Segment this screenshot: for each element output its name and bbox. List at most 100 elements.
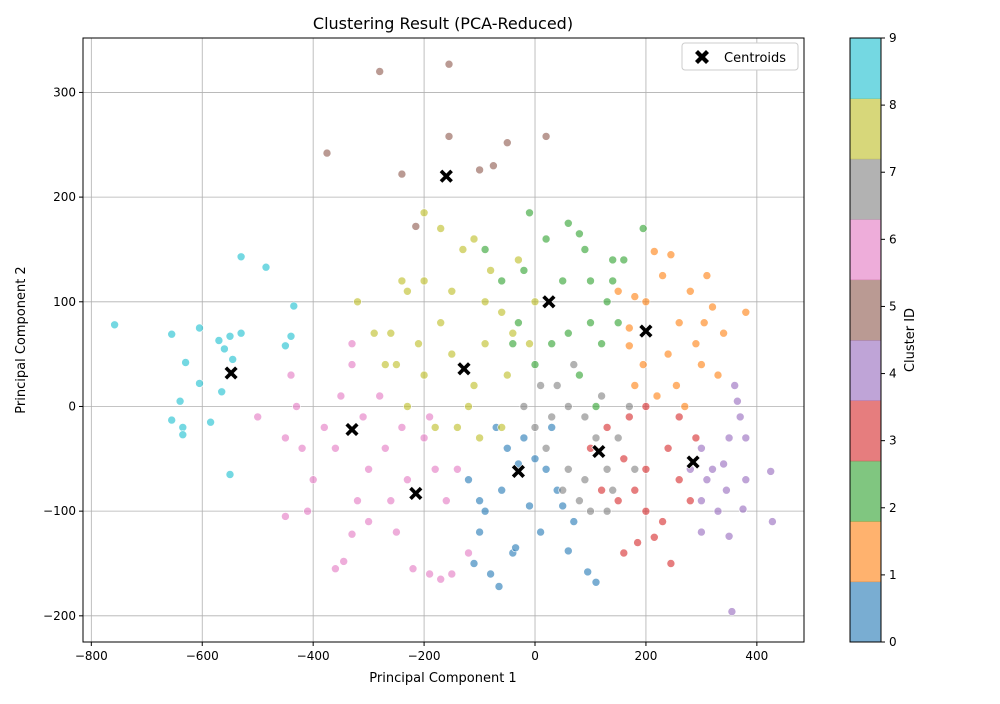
data-point-cluster-4 bbox=[724, 531, 734, 541]
data-point-cluster-5 bbox=[475, 165, 484, 175]
data-point-cluster-8 bbox=[447, 349, 457, 359]
y-tick-label: 200 bbox=[53, 190, 76, 204]
data-point-cluster-1 bbox=[613, 286, 623, 296]
data-point-cluster-6 bbox=[453, 464, 462, 474]
data-point-cluster-2 bbox=[586, 276, 595, 286]
data-point-cluster-8 bbox=[514, 255, 523, 265]
data-point-cluster-9 bbox=[225, 470, 235, 479]
data-point-cluster-5 bbox=[444, 132, 454, 141]
data-point-cluster-7 bbox=[541, 443, 551, 453]
x-tick-label: 400 bbox=[745, 649, 768, 663]
colorbar-label: Cluster ID bbox=[903, 308, 918, 372]
data-point-cluster-6 bbox=[331, 564, 340, 574]
data-point-cluster-2 bbox=[638, 224, 648, 233]
data-point-cluster-2 bbox=[563, 328, 573, 338]
data-point-cluster-2 bbox=[525, 208, 534, 218]
data-point-cluster-9 bbox=[236, 328, 246, 338]
data-point-cluster-2 bbox=[597, 339, 606, 349]
data-point-cluster-9 bbox=[167, 329, 176, 339]
data-point-cluster-6 bbox=[336, 391, 346, 401]
data-point-cluster-8 bbox=[419, 370, 429, 380]
data-point-cluster-2 bbox=[541, 234, 551, 244]
colorbar-segment-1 bbox=[850, 521, 881, 583]
data-point-cluster-1 bbox=[641, 297, 651, 307]
data-point-cluster-9 bbox=[175, 396, 185, 406]
data-point-cluster-0 bbox=[547, 423, 557, 432]
data-point-cluster-3 bbox=[613, 496, 623, 506]
data-point-cluster-0 bbox=[494, 582, 504, 591]
data-point-cluster-5 bbox=[375, 67, 385, 76]
data-point-cluster-7 bbox=[558, 485, 568, 495]
x-tick-label: −800 bbox=[75, 649, 108, 663]
data-point-cluster-8 bbox=[453, 423, 462, 432]
data-point-cluster-4 bbox=[697, 443, 706, 453]
data-point-cluster-4 bbox=[733, 396, 742, 406]
data-point-cluster-7 bbox=[547, 412, 557, 422]
data-point-cluster-8 bbox=[403, 402, 412, 411]
data-point-cluster-6 bbox=[308, 475, 318, 485]
centroid-markers bbox=[223, 168, 701, 501]
data-point-cluster-0 bbox=[530, 454, 540, 464]
data-point-cluster-1 bbox=[713, 370, 723, 380]
data-point-cluster-2 bbox=[619, 255, 629, 265]
data-point-cluster-6 bbox=[419, 433, 429, 443]
data-point-cluster-4 bbox=[722, 485, 731, 495]
data-point-cluster-9 bbox=[220, 344, 229, 354]
data-point-cluster-0 bbox=[525, 501, 534, 511]
centroid-marker-6 bbox=[344, 422, 360, 437]
data-point-cluster-2 bbox=[508, 339, 518, 349]
colorbar-segment-5 bbox=[850, 279, 881, 341]
data-point-cluster-7 bbox=[563, 464, 573, 474]
data-point-cluster-9 bbox=[217, 387, 226, 397]
data-point-cluster-4 bbox=[738, 504, 748, 514]
colorbar-tick-label: 5 bbox=[889, 299, 897, 313]
data-point-cluster-9 bbox=[167, 415, 176, 425]
centroid-marker-4 bbox=[685, 454, 701, 470]
x-tick-label: −400 bbox=[297, 649, 330, 663]
data-point-cluster-4 bbox=[768, 517, 777, 526]
colorbar-tick-label: 7 bbox=[889, 165, 897, 179]
data-point-cluster-1 bbox=[680, 402, 690, 411]
data-point-cluster-7 bbox=[624, 402, 634, 411]
data-point-cluster-7 bbox=[630, 464, 640, 474]
data-point-cluster-5 bbox=[541, 132, 551, 141]
data-point-cluster-1 bbox=[708, 302, 717, 312]
data-point-cluster-8 bbox=[380, 360, 390, 369]
data-point-cluster-1 bbox=[630, 292, 640, 301]
data-point-cluster-9 bbox=[206, 417, 215, 427]
data-point-cluster-3 bbox=[641, 464, 651, 474]
data-point-cluster-2 bbox=[608, 255, 618, 265]
colorbar-segment-8 bbox=[850, 98, 881, 160]
data-point-cluster-6 bbox=[464, 548, 473, 558]
data-point-cluster-2 bbox=[497, 276, 507, 286]
x-tick-label: −600 bbox=[186, 649, 219, 663]
data-point-cluster-9 bbox=[289, 301, 299, 311]
data-point-cluster-4 bbox=[741, 433, 751, 443]
data-point-cluster-2 bbox=[547, 339, 557, 349]
data-point-cluster-8 bbox=[508, 328, 518, 338]
data-point-cluster-4 bbox=[719, 459, 728, 469]
data-point-cluster-3 bbox=[633, 538, 642, 547]
data-point-cluster-1 bbox=[630, 381, 640, 390]
colorbar-tick-label: 8 bbox=[889, 98, 897, 112]
data-point-cluster-6 bbox=[331, 443, 340, 453]
data-point-cluster-7 bbox=[597, 391, 606, 401]
y-tick-label: 100 bbox=[53, 295, 76, 309]
colorbar-ticks: 0 1 2 3 4 5 6 7 8 9 bbox=[881, 31, 897, 649]
data-point-cluster-6 bbox=[386, 496, 396, 506]
data-point-cluster-0 bbox=[558, 501, 568, 511]
data-point-cluster-3 bbox=[597, 485, 606, 495]
data-point-cluster-3 bbox=[630, 485, 640, 495]
data-point-cluster-9 bbox=[261, 262, 271, 272]
data-point-cluster-6 bbox=[425, 569, 434, 579]
data-point-cluster-8 bbox=[436, 318, 446, 328]
data-point-cluster-4 bbox=[735, 412, 745, 422]
x-axis: −800 −600 −400 −200 0 200 400 bbox=[75, 642, 768, 663]
scatter-points bbox=[110, 59, 777, 616]
data-point-cluster-0 bbox=[464, 475, 473, 485]
data-point-cluster-1 bbox=[685, 286, 695, 296]
data-point-cluster-8 bbox=[458, 245, 468, 254]
data-point-cluster-7 bbox=[602, 506, 612, 516]
data-point-cluster-9 bbox=[178, 430, 188, 440]
y-tick-label: 0 bbox=[68, 399, 76, 413]
